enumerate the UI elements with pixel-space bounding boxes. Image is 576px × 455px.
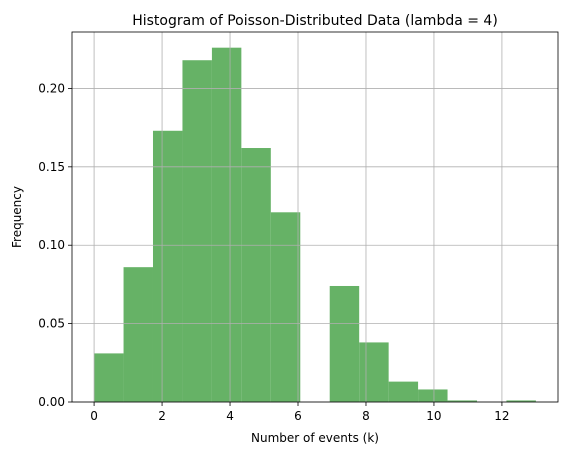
x-tick-label-0: 0	[90, 409, 98, 423]
x-tick-label-1: 2	[158, 409, 166, 423]
histogram-bar-11	[418, 389, 448, 402]
histogram-bar-10	[388, 381, 419, 402]
y-tick-label-3: 0.15	[38, 160, 65, 174]
histogram-bar-5	[241, 148, 271, 402]
histogram-bar-4	[211, 47, 242, 402]
x-tick-label-6: 12	[494, 409, 509, 423]
axes	[71, 31, 559, 403]
histogram-bar-9	[359, 342, 389, 402]
histogram-bar-6	[270, 212, 301, 402]
x-tick-label-2: 4	[226, 409, 234, 423]
histogram-bar-8	[329, 285, 360, 402]
histogram-bar-3	[182, 60, 212, 403]
histogram-bar-14	[506, 400, 536, 402]
x-tick-label-5: 10	[426, 409, 441, 423]
histogram-bar-0	[94, 353, 124, 402]
y-tick-label-2: 0.10	[38, 238, 65, 252]
y-axis-label: Frequency	[10, 186, 24, 248]
histogram-bar-2	[152, 130, 183, 402]
x-axis-label: Number of events (k)	[251, 431, 379, 445]
histogram-bar-1	[123, 267, 153, 402]
x-tick-label-3: 6	[294, 409, 302, 423]
chart-title: Histogram of Poisson-Distributed Data (l…	[132, 13, 498, 29]
y-tick-label-1: 0.05	[38, 317, 65, 331]
y-tick-label-0: 0.00	[38, 395, 65, 409]
bars	[94, 47, 536, 403]
ticks: 0 2 4 6 8 10 12 0.00 0.05 0.10 0.15 0.20	[38, 81, 509, 423]
x-tick-label-4: 8	[362, 409, 370, 423]
axes-frame	[71, 31, 559, 403]
y-tick-label-4: 0.20	[38, 81, 65, 95]
histogram-bar-12	[447, 400, 478, 402]
